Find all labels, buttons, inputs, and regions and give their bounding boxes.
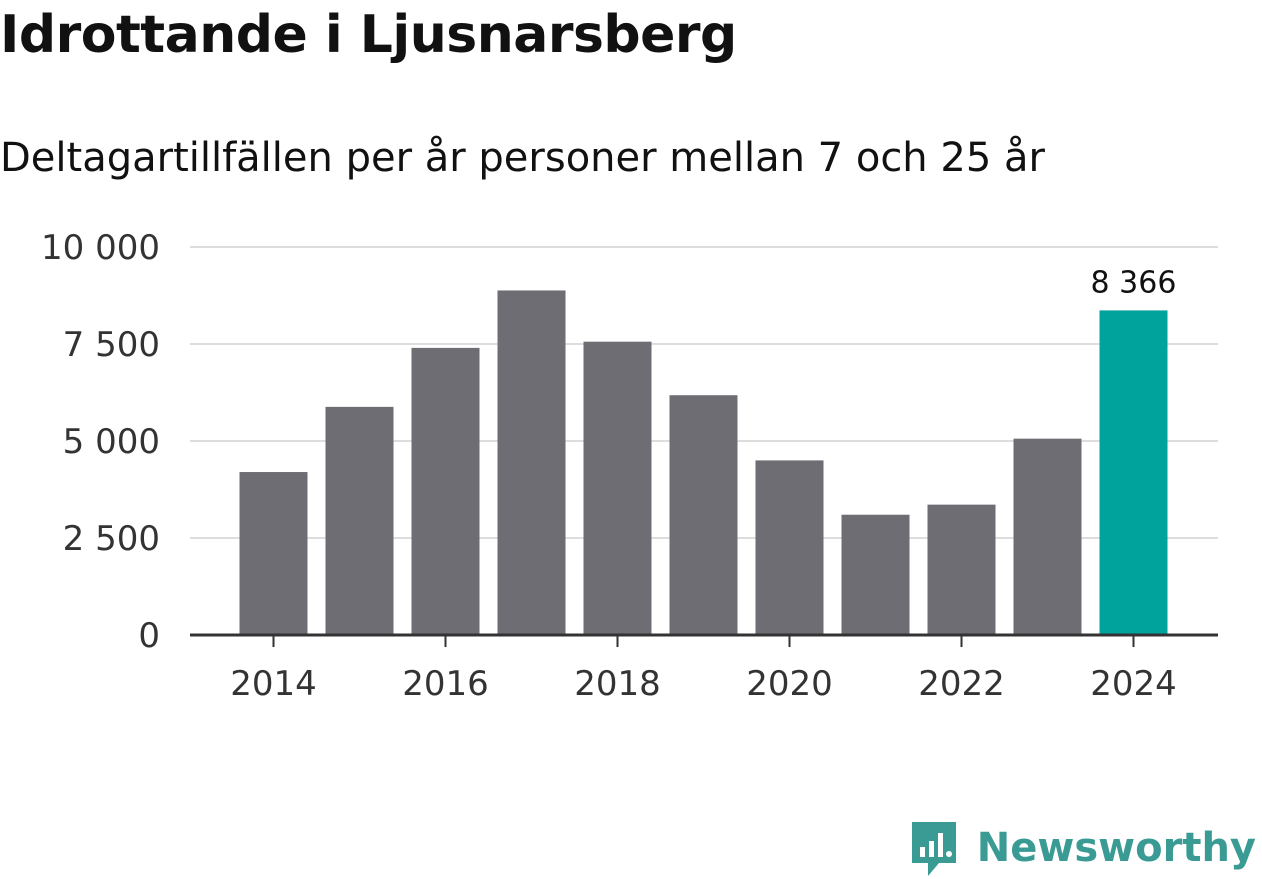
brand-logo: Newsworthy: [909, 819, 1256, 877]
y-tick-label: 7 500: [63, 325, 160, 365]
bar: [325, 406, 394, 635]
x-tick-label: 2014: [230, 664, 317, 704]
bar: [755, 460, 824, 635]
bar: [583, 341, 652, 635]
bar-highlight: [1099, 310, 1168, 635]
x-tick-label: 2024: [1090, 664, 1177, 704]
bar: [669, 395, 738, 635]
bar: [1013, 438, 1082, 635]
bar: [239, 472, 308, 635]
chart-title: Idrottande i Ljusnarsberg: [0, 5, 737, 65]
bar: [841, 514, 910, 635]
chart-subtitle: Deltagartillfällen per år personer mella…: [0, 135, 1045, 181]
x-tick-label: 2022: [918, 664, 1005, 704]
bar: [497, 290, 566, 635]
bar: [927, 504, 996, 635]
x-tick-label: 2018: [574, 664, 661, 704]
y-tick-label: 10 000: [41, 228, 160, 268]
data-label: 8 366: [1091, 265, 1177, 300]
x-tick-label: 2020: [746, 664, 833, 704]
x-tick-label: 2016: [402, 664, 489, 704]
brand-name: Newsworthy: [976, 825, 1256, 871]
y-tick-label: 2 500: [63, 519, 160, 559]
bar-chart: 0 2 500 5 000 7 500 10 000 8 366 2014 2016 2018 2…: [41, 228, 1218, 704]
newsworthy-logo-icon: [911, 822, 956, 876]
y-tick-label: 5 000: [63, 422, 160, 462]
y-tick-label: 0: [138, 616, 160, 656]
bar: [411, 347, 480, 635]
